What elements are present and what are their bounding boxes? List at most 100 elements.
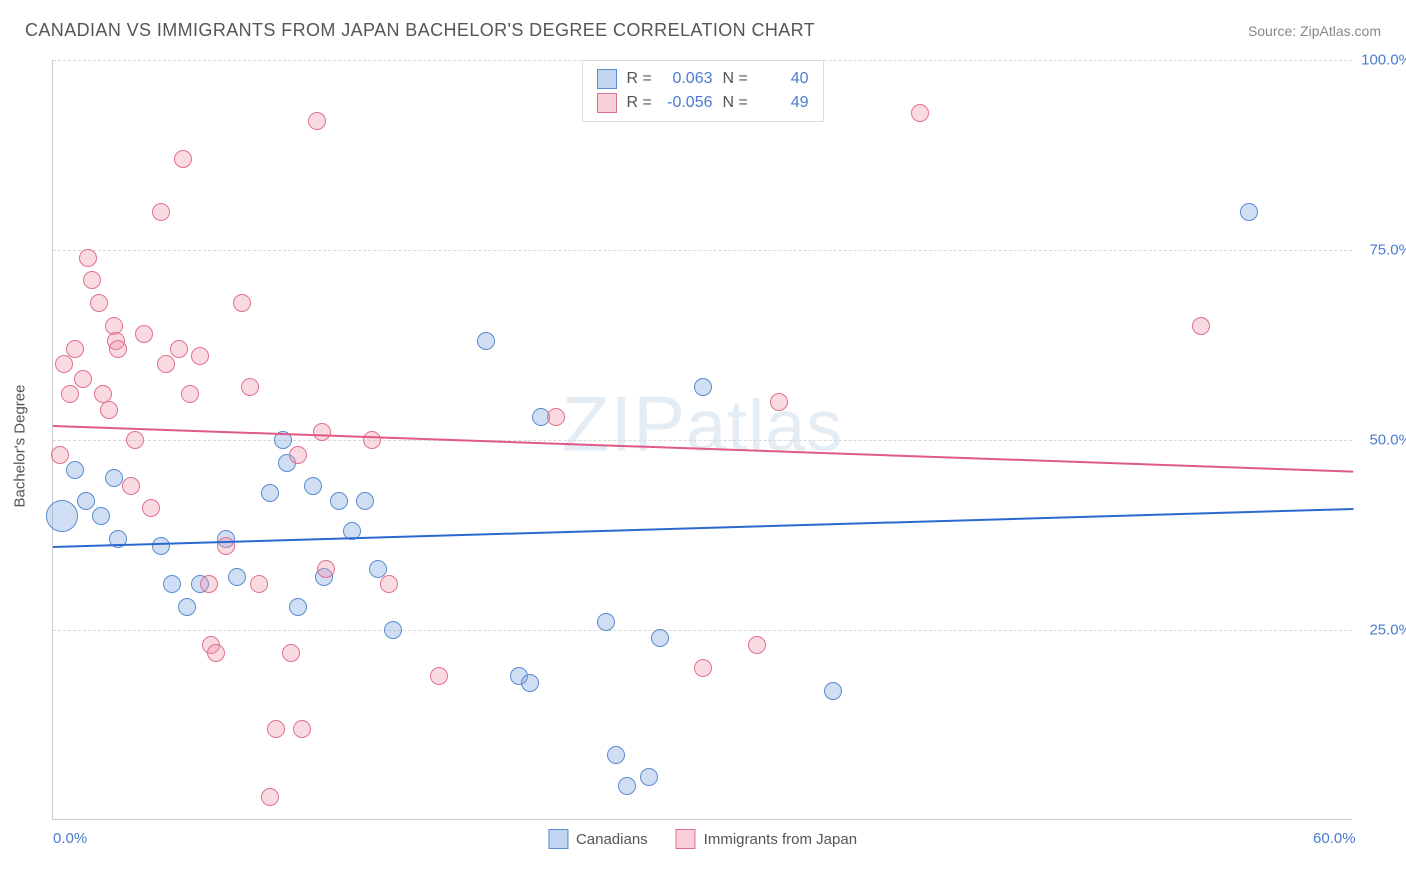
data-point [90,294,108,312]
y-tick-label: 25.0% [1369,622,1406,639]
data-point [547,408,565,426]
data-point [430,667,448,685]
y-tick-label: 50.0% [1369,432,1406,449]
data-point [228,568,246,586]
legend-item-immigrants: Immigrants from Japan [676,829,857,849]
data-point [92,507,110,525]
data-point [1192,317,1210,335]
data-point [317,560,335,578]
data-point [46,500,78,532]
data-point [142,499,160,517]
data-point [694,378,712,396]
legend-row-blue: R = 0.063 N = 40 [597,67,809,91]
data-point [640,768,658,786]
data-point [105,469,123,487]
data-point [261,788,279,806]
data-point [521,674,539,692]
chart-plot-area: ZIPatlas R = 0.063 N = 40 R = -0.056 N =… [52,60,1352,820]
data-point [79,249,97,267]
data-point [618,777,636,795]
gridline [53,630,1352,631]
gridline [53,250,1352,251]
r-value-pink: -0.056 [663,94,713,112]
trend-line [53,508,1353,548]
data-point [170,340,188,358]
data-point [330,492,348,510]
data-point [233,294,251,312]
data-point [607,746,625,764]
data-point [282,644,300,662]
data-point [200,575,218,593]
trend-line [53,425,1353,473]
chart-title: CANADIAN VS IMMIGRANTS FROM JAPAN BACHEL… [25,20,815,41]
data-point [261,484,279,502]
legend-series: Canadians Immigrants from Japan [548,829,857,849]
data-point [267,720,285,738]
swatch-blue-icon [597,69,617,89]
data-point [191,347,209,365]
legend-row-pink: R = -0.056 N = 49 [597,91,809,115]
data-point [770,393,788,411]
n-label: N = [723,70,749,88]
data-point [824,682,842,700]
data-point [77,492,95,510]
data-point [207,644,225,662]
legend-label: Canadians [576,831,648,848]
data-point [289,598,307,616]
data-point [911,104,929,122]
r-label: R = [627,70,653,88]
data-point [152,203,170,221]
data-point [250,575,268,593]
data-point [135,325,153,343]
data-point [308,112,326,130]
data-point [293,720,311,738]
data-point [157,355,175,373]
data-point [597,613,615,631]
swatch-blue-icon [548,829,568,849]
data-point [241,378,259,396]
data-point [122,477,140,495]
data-point [181,385,199,403]
data-point [163,575,181,593]
r-label: R = [627,94,653,112]
n-value-pink: 49 [759,94,809,112]
data-point [304,477,322,495]
data-point [66,340,84,358]
data-point [126,431,144,449]
n-value-blue: 40 [759,70,809,88]
y-axis-label: Bachelor's Degree [12,385,29,508]
data-point [289,446,307,464]
data-point [83,271,101,289]
data-point [51,446,69,464]
data-point [152,537,170,555]
gridline [53,60,1352,61]
data-point [74,370,92,388]
x-tick-label: 60.0% [1313,830,1356,847]
data-point [109,340,127,358]
legend-label: Immigrants from Japan [704,831,857,848]
legend-correlation: R = 0.063 N = 40 R = -0.056 N = 49 [582,60,824,122]
title-bar: CANADIAN VS IMMIGRANTS FROM JAPAN BACHEL… [25,20,1381,41]
data-point [694,659,712,677]
data-point [651,629,669,647]
r-value-blue: 0.063 [663,70,713,88]
data-point [174,150,192,168]
data-point [61,385,79,403]
legend-item-canadians: Canadians [548,829,648,849]
swatch-pink-icon [597,93,617,113]
data-point [313,423,331,441]
data-point [477,332,495,350]
n-label: N = [723,94,749,112]
data-point [100,401,118,419]
data-point [178,598,196,616]
source-label: Source: ZipAtlas.com [1248,23,1381,39]
data-point [55,355,73,373]
data-point [356,492,374,510]
data-point [384,621,402,639]
y-tick-label: 100.0% [1361,52,1406,69]
gridline [53,440,1352,441]
swatch-pink-icon [676,829,696,849]
data-point [1240,203,1258,221]
data-point [66,461,84,479]
data-point [380,575,398,593]
